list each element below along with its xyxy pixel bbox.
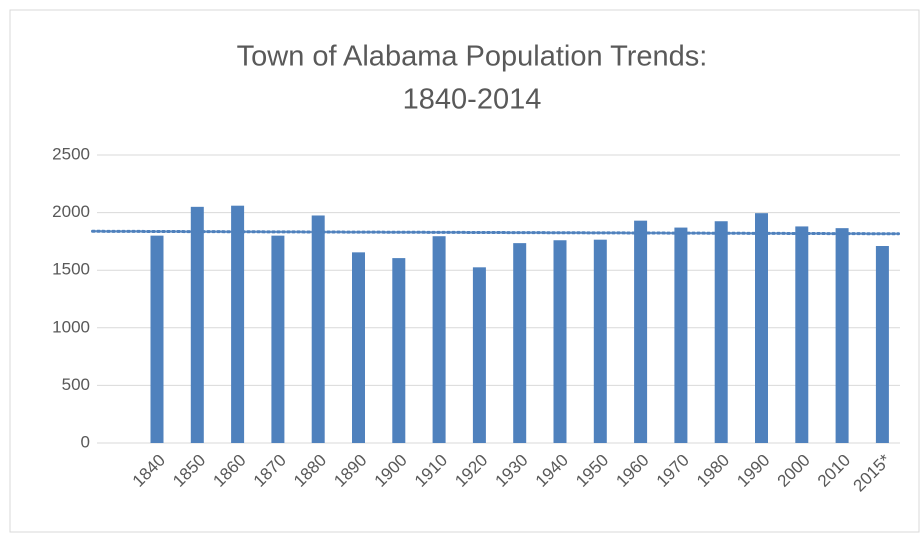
y-tick-label: 2000 [52, 202, 90, 221]
chart-title: Town of Alabama Population Trends: [237, 41, 708, 73]
bar [553, 240, 567, 443]
y-tick-label: 1000 [52, 317, 90, 336]
bar [714, 221, 728, 443]
y-tick-label: 1500 [52, 260, 90, 279]
y-tick-label: 0 [81, 432, 90, 451]
trendline [91, 229, 901, 236]
chart-title: 1840-2014 [403, 84, 542, 116]
bar [593, 239, 607, 443]
bar [755, 213, 768, 443]
bar [190, 206, 204, 443]
bar [472, 267, 486, 443]
bar [432, 236, 446, 443]
bar [392, 258, 406, 443]
bar [835, 228, 849, 443]
bar [271, 235, 285, 443]
bar [634, 220, 648, 443]
y-tick-label: 500 [62, 375, 90, 394]
bar [875, 246, 889, 443]
bar [231, 205, 245, 443]
bar [513, 243, 527, 443]
bar [674, 227, 688, 443]
bar [311, 215, 325, 443]
bar [150, 235, 164, 443]
y-tick-label: 2500 [52, 144, 90, 163]
bar [795, 226, 809, 443]
bar [352, 252, 365, 443]
